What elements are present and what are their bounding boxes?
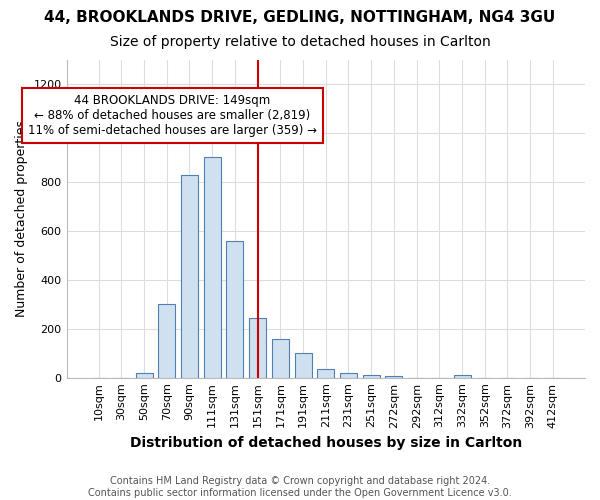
X-axis label: Distribution of detached houses by size in Carlton: Distribution of detached houses by size … <box>130 436 522 450</box>
Text: Contains HM Land Registry data © Crown copyright and database right 2024.
Contai: Contains HM Land Registry data © Crown c… <box>88 476 512 498</box>
Bar <box>317 369 334 378</box>
Text: 44 BROOKLANDS DRIVE: 149sqm
← 88% of detached houses are smaller (2,819)
11% of : 44 BROOKLANDS DRIVE: 149sqm ← 88% of det… <box>28 94 317 137</box>
Bar <box>158 304 175 378</box>
Bar <box>340 373 357 378</box>
Bar <box>249 318 266 378</box>
Bar <box>203 156 221 378</box>
Y-axis label: Number of detached properties: Number of detached properties <box>15 120 28 318</box>
Bar <box>272 338 289 378</box>
Text: 44, BROOKLANDS DRIVE, GEDLING, NOTTINGHAM, NG4 3GU: 44, BROOKLANDS DRIVE, GEDLING, NOTTINGHA… <box>44 10 556 25</box>
Bar <box>454 375 470 378</box>
Bar <box>362 375 380 378</box>
Bar <box>226 241 244 378</box>
Bar <box>136 373 152 378</box>
Bar <box>181 175 198 378</box>
Bar <box>295 353 311 378</box>
Text: Size of property relative to detached houses in Carlton: Size of property relative to detached ho… <box>110 35 490 49</box>
Bar <box>385 376 403 378</box>
